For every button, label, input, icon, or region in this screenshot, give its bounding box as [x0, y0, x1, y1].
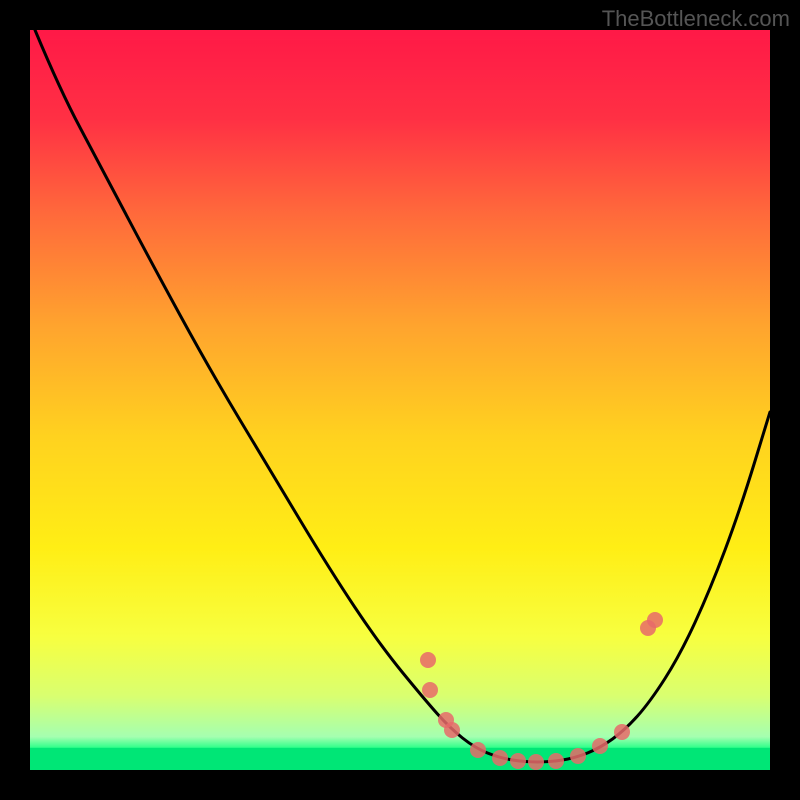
marker-point: [420, 652, 436, 668]
plot-area: [30, 30, 770, 770]
marker-point: [492, 750, 508, 766]
marker-point: [470, 742, 486, 758]
v-curve: [35, 30, 770, 762]
marker-point: [592, 738, 608, 754]
marker-point: [528, 754, 544, 770]
marker-point: [510, 753, 526, 769]
chart-container: TheBottleneck.com: [0, 0, 800, 800]
marker-point: [647, 612, 663, 628]
curve-layer: [30, 30, 770, 770]
markers: [420, 612, 663, 770]
watermark-text: TheBottleneck.com: [602, 6, 790, 32]
marker-point: [444, 722, 460, 738]
marker-point: [614, 724, 630, 740]
marker-point: [570, 748, 586, 764]
marker-point: [422, 682, 438, 698]
marker-point: [548, 753, 564, 769]
